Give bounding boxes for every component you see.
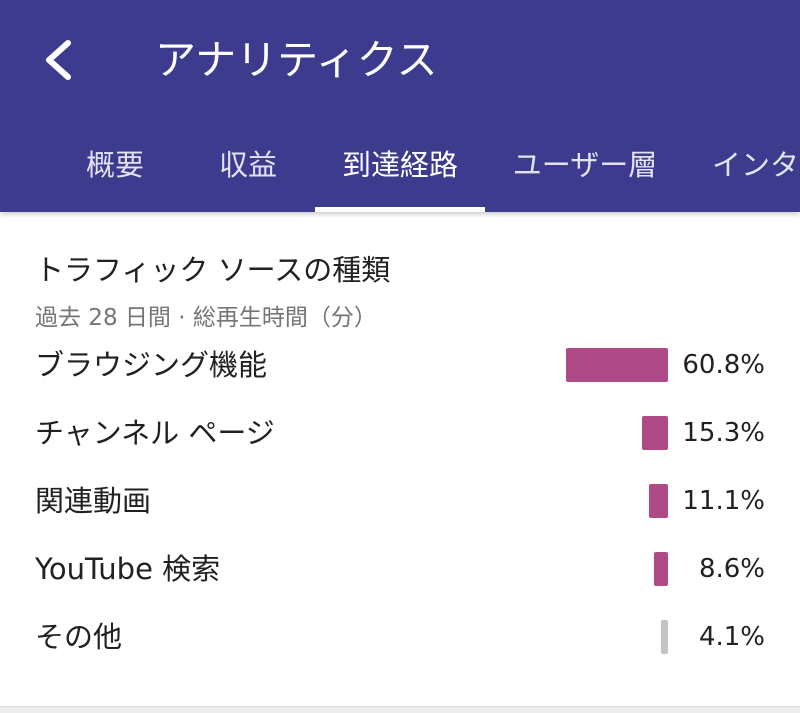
tab-interactive[interactable]: インタ — [712, 148, 800, 182]
traffic-source-row: その他 4.1% — [0, 603, 800, 671]
traffic-source-row: チャンネル ページ 15.3% — [0, 399, 800, 467]
tab-audience[interactable]: ユーザー層 — [512, 148, 658, 182]
traffic-source-percent: 15.3% — [682, 418, 765, 448]
traffic-source-bar — [653, 552, 668, 586]
traffic-source-bar — [565, 348, 668, 382]
app-bar: アナリティクス 概要 収益 到達経路 ユーザー層 インタ — [0, 0, 800, 212]
traffic-source-percent: 11.1% — [682, 486, 765, 516]
tab-overview[interactable]: 概要 — [85, 148, 144, 182]
traffic-source-bar — [649, 484, 668, 518]
bottom-divider — [0, 706, 800, 713]
card-subtitle: 過去 28 日間 · 総再生時間（分） — [35, 305, 377, 331]
traffic-source-bar — [661, 620, 668, 654]
traffic-source-label: チャンネル ページ — [35, 416, 275, 450]
chevron-left-icon — [46, 40, 71, 80]
card-title: トラフィック ソースの種類 — [35, 253, 391, 287]
traffic-source-label: その他 — [35, 620, 123, 654]
traffic-source-percent: 60.8% — [682, 350, 765, 380]
tab-traffic-sources[interactable]: 到達経路 — [341, 148, 458, 182]
tab-revenue[interactable]: 収益 — [218, 148, 277, 182]
back-button[interactable] — [30, 30, 90, 90]
traffic-source-percent: 8.6% — [698, 554, 765, 584]
traffic-source-label: ブラウジング機能 — [35, 348, 268, 382]
traffic-source-row: 関連動画 11.1% — [0, 467, 800, 535]
page-title: アナリティクス — [155, 36, 438, 84]
traffic-source-label: 関連動画 — [35, 484, 152, 518]
traffic-source-row: YouTube 検索 8.6% — [0, 535, 800, 603]
traffic-source-bar — [642, 416, 668, 450]
traffic-source-label: YouTube 検索 — [35, 552, 221, 586]
traffic-source-row: ブラウジング機能 60.8% — [0, 331, 800, 399]
selected-tab-indicator — [315, 207, 485, 212]
traffic-source-percent: 4.1% — [698, 622, 765, 652]
